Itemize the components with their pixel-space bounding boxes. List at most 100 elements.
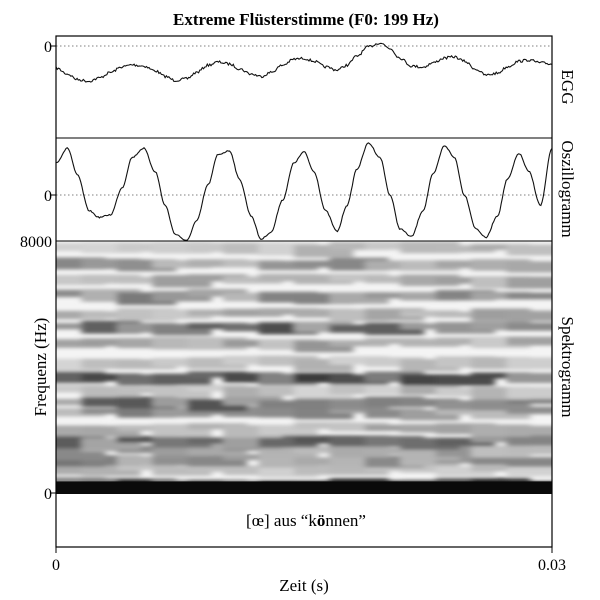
annotation-bold-letter: ö — [317, 511, 326, 530]
spectrogram-band-segment — [152, 446, 212, 457]
annotation-prefix: [œ] aus “k — [246, 511, 317, 530]
spectrogram-band-segment — [81, 242, 141, 254]
spectrogram-band-segment — [435, 245, 496, 253]
spectrogram-band-segment — [329, 398, 389, 410]
spectrogram-band-segment — [116, 425, 177, 432]
y-axis-label: Frequenz (Hz) — [31, 318, 50, 417]
spectrogram-band-segment — [223, 454, 283, 461]
spectrogram-band-segment — [152, 385, 212, 398]
spectrogram-band-segment — [364, 371, 425, 383]
spectrogram-band-segment — [258, 445, 318, 456]
x-axis-label: Zeit (s) — [279, 576, 329, 595]
spectrogram-band-segment — [435, 466, 496, 477]
spectrogram-band-segment — [116, 242, 177, 252]
spectrogram-bands — [56, 241, 552, 493]
spectrogram-band-segment — [56, 463, 106, 475]
spectrogram-band-segment — [223, 276, 283, 284]
spectrogram-band-segment — [187, 357, 248, 369]
spectrogram-band-segment — [258, 406, 318, 418]
egg-waveform — [56, 42, 552, 83]
spectrogram-band-segment — [435, 322, 496, 334]
spectrogram-band-segment — [56, 339, 106, 348]
spectrogram-band-segment — [400, 386, 460, 395]
spectrogram-band-segment — [258, 373, 318, 386]
spectrogram-band-segment — [435, 356, 496, 368]
spectrogram-band-segment — [364, 408, 425, 419]
spectrogram-band-segment — [223, 406, 283, 418]
spectrogram-band-segment — [400, 291, 460, 301]
x-tick-end: 0.03 — [538, 557, 566, 574]
spectrogram-band-segment — [187, 384, 248, 392]
oscillogram-panel — [56, 142, 552, 241]
spectrogram-band-segment — [223, 323, 283, 332]
spectrogram-band-segment — [187, 322, 248, 330]
spectrogram-band-segment — [364, 241, 425, 250]
spectrogram-baseline — [56, 481, 552, 494]
spectrogram-band-segment — [364, 447, 425, 455]
spectrogram-band-segment — [56, 425, 106, 437]
osc-panel-label: Oszillogramm — [558, 140, 577, 237]
spectrogram-band-segment — [116, 406, 177, 418]
spectrogram-band-segment — [187, 437, 248, 444]
spectrogram-band-segment — [116, 337, 177, 349]
spectrogram-band-segment — [506, 310, 552, 322]
spectrogram-band-segment — [400, 323, 460, 330]
spectrogram-panel — [56, 241, 552, 494]
spectrogram-band-segment — [187, 259, 248, 268]
spectrogram-band-segment — [223, 386, 283, 397]
spectrogram-band-segment — [116, 276, 177, 284]
spectrogram-band-segment — [81, 258, 141, 270]
spectrogram-band-segment — [400, 241, 460, 254]
spectrogram-band-segment — [329, 292, 389, 304]
spectrogram-band-segment — [223, 339, 283, 348]
spectrogram-band-segment — [294, 308, 354, 318]
spectrogram-band-segment — [364, 396, 425, 408]
spectrogram-band-segment — [56, 384, 106, 393]
spectrogram-band-segment — [506, 292, 552, 300]
phoneme-annotation: [œ] aus “können” — [246, 511, 366, 530]
spectrogram-band-segment — [258, 260, 318, 271]
spectrogram-band-segment — [258, 400, 318, 408]
spectrogram-band-segment — [400, 466, 460, 473]
chart-title: Extreme Flüsterstimme (F0: 199 Hz) — [173, 10, 439, 29]
spectrogram-band-segment — [435, 408, 496, 415]
spectrogram-band-segment — [364, 424, 425, 431]
spectrogram-band-segment — [258, 424, 318, 436]
spectrogram-band-segment — [329, 445, 389, 458]
spectrogram-band-segment — [56, 243, 106, 251]
spectrogram-band-segment — [81, 455, 141, 466]
spectrogram-band-segment — [187, 423, 248, 430]
spectrogram-band-segment — [81, 397, 141, 407]
plot-frame — [55, 35, 553, 548]
spectrogram-band-segment — [471, 244, 531, 250]
spectrogram-band-segment — [152, 323, 212, 336]
spectrogram-band-segment — [506, 322, 552, 331]
spectrogram-band-segment — [400, 374, 460, 386]
spectrogram-low-frequency-band — [56, 481, 552, 494]
spectrogram-band-segment — [116, 374, 177, 386]
spectrogram-band-segment — [152, 407, 212, 418]
spectrogram-band-segment — [400, 274, 460, 287]
spectrogram-band-segment — [56, 310, 106, 320]
spectrogram-band-segment — [56, 477, 106, 484]
spectrogram-band-segment — [471, 336, 531, 349]
spectrogram-band-segment — [116, 386, 177, 394]
spectrogram-band-segment — [435, 456, 496, 464]
spectrogram-band-segment — [116, 435, 177, 443]
spectrogram-band-segment — [435, 374, 496, 386]
spectrogram-band-segment — [187, 455, 248, 467]
spectrogram-band-segment — [435, 423, 496, 435]
spectrogram-band-segment — [471, 398, 531, 411]
spectrogram-band-segment — [471, 457, 531, 465]
spectrogram-band-segment — [294, 292, 354, 305]
spectrogram-band-segment — [471, 291, 531, 300]
spectrogram-band-segment — [152, 260, 212, 269]
spectrogram-band-segment — [364, 435, 425, 447]
spectrogram-band-segment — [506, 425, 552, 436]
spectrogram-band-segment — [223, 396, 283, 406]
spectrogram-band-segment — [258, 273, 318, 282]
spectrogram-band-segment — [258, 339, 318, 350]
spectrogram-band-segment — [400, 409, 460, 421]
spectrogram-band-segment — [81, 373, 141, 382]
